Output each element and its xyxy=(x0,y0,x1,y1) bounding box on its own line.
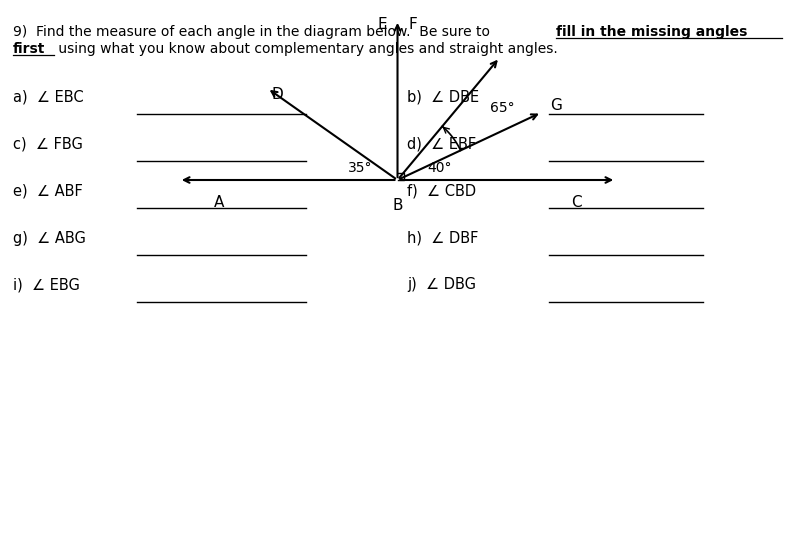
Text: 9)  Find the measure of each angle in the diagram below.  Be sure to: 9) Find the measure of each angle in the… xyxy=(13,25,494,39)
Text: d)  ∠ EBF: d) ∠ EBF xyxy=(407,136,477,151)
Text: f)  ∠ CBD: f) ∠ CBD xyxy=(407,184,477,198)
Text: b)  ∠ DBE: b) ∠ DBE xyxy=(407,89,479,104)
Text: G: G xyxy=(550,98,562,113)
Text: first: first xyxy=(13,42,46,56)
Text: F: F xyxy=(408,17,417,32)
Text: e)  ∠ ABF: e) ∠ ABF xyxy=(13,184,82,198)
Text: 65°: 65° xyxy=(490,101,514,115)
Text: h)  ∠ DBF: h) ∠ DBF xyxy=(407,231,479,246)
Text: D: D xyxy=(271,87,283,102)
Text: fill in the missing angles: fill in the missing angles xyxy=(556,25,747,39)
Text: j)  ∠ DBG: j) ∠ DBG xyxy=(407,278,477,293)
Text: c)  ∠ FBG: c) ∠ FBG xyxy=(13,136,82,151)
Text: using what you know about complementary angles and straight angles.: using what you know about complementary … xyxy=(54,42,558,56)
Text: a)  ∠ EBC: a) ∠ EBC xyxy=(13,89,83,104)
Text: A: A xyxy=(214,195,224,210)
Text: i)  ∠ EBG: i) ∠ EBG xyxy=(13,278,80,293)
Text: 40°: 40° xyxy=(427,161,451,175)
Text: E: E xyxy=(378,17,387,32)
Text: C: C xyxy=(571,195,582,210)
Text: B: B xyxy=(392,198,402,213)
Text: 35°: 35° xyxy=(347,161,372,175)
Text: g)  ∠ ABG: g) ∠ ABG xyxy=(13,231,86,246)
